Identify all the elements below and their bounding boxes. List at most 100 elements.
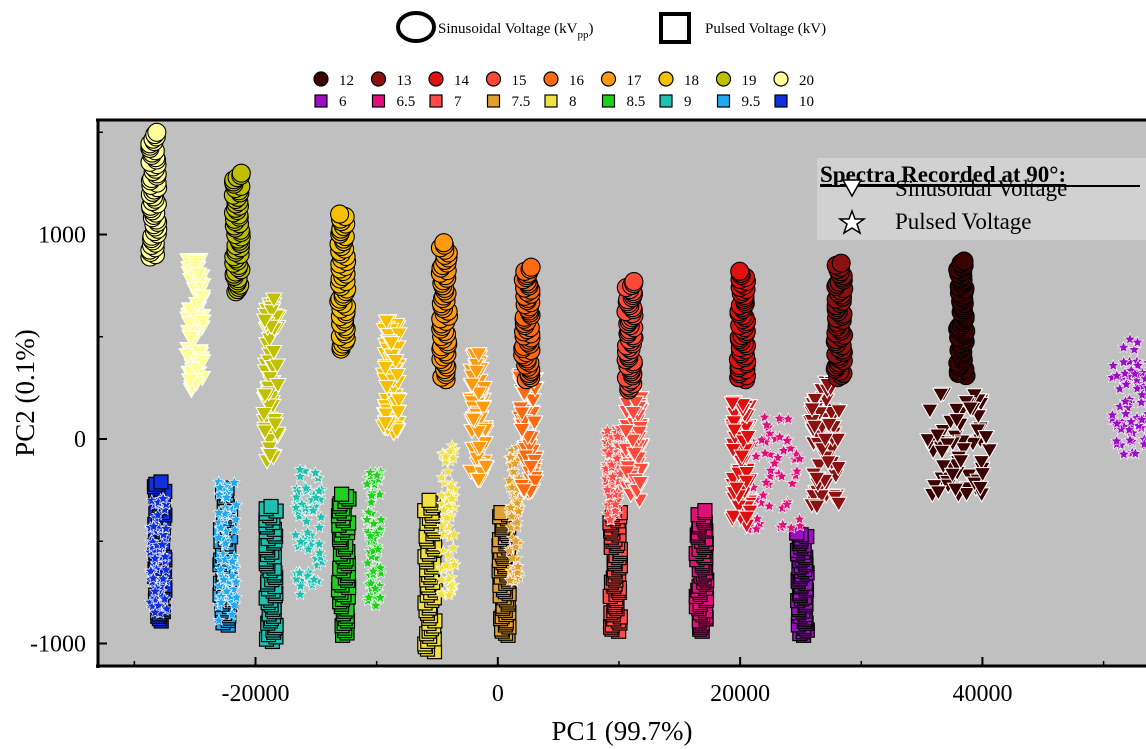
star-point	[442, 572, 456, 585]
circle-point	[147, 122, 167, 142]
star-point	[441, 548, 455, 561]
triangle-point	[954, 442, 973, 458]
color-legend: 12 13 14 15 16 17 18 19 20 6 6.5 7 7.5 8 8.5 9 9.5 10	[313, 71, 814, 110]
legend-label-12: 12	[339, 73, 354, 89]
square-point	[697, 502, 713, 519]
star-point	[1117, 355, 1131, 368]
star-point	[1123, 433, 1137, 446]
triangle-point	[181, 330, 200, 347]
triangle-point	[515, 483, 533, 499]
star-point	[600, 483, 614, 496]
star-point	[758, 446, 772, 459]
star-point	[292, 509, 306, 522]
triangle-point	[972, 455, 991, 471]
triangle-point	[928, 428, 947, 445]
triangle-point	[388, 367, 407, 384]
legend-label-20: 20	[799, 73, 814, 89]
sinusoidal-series-17	[430, 233, 495, 489]
star-point	[369, 599, 383, 612]
inset-legend-title: Spectra Recorded at 90°:	[820, 162, 1066, 187]
star-point	[605, 458, 619, 471]
star-point	[158, 592, 172, 605]
star-point	[213, 579, 227, 592]
legend-square-8.5	[601, 94, 616, 108]
star-point	[294, 579, 308, 592]
star-point	[510, 515, 524, 528]
triangle-point	[929, 485, 948, 501]
triangle-point	[828, 432, 847, 449]
square-point	[334, 486, 350, 502]
star-point	[435, 519, 449, 532]
triangle-point	[624, 405, 643, 422]
triangle-point	[737, 466, 756, 482]
triangle-point	[739, 429, 757, 446]
star-point	[773, 430, 787, 443]
triangle-point	[819, 455, 837, 471]
star-point	[1135, 413, 1146, 426]
star-point	[300, 514, 314, 527]
star-icon	[837, 208, 867, 235]
legend-square-6	[314, 94, 328, 108]
star-point	[755, 433, 769, 446]
star-point	[159, 563, 173, 576]
triangle-point	[193, 354, 212, 370]
star-point	[148, 584, 162, 598]
triangle-point	[931, 387, 950, 404]
triangle-point	[805, 419, 824, 436]
star-point	[360, 477, 374, 490]
star-point	[785, 476, 799, 490]
star-point	[784, 441, 798, 454]
triangle-point	[376, 416, 395, 432]
star-point	[602, 447, 616, 460]
triangle-point	[268, 358, 287, 374]
legend-label-17: 17	[627, 73, 643, 89]
star-point	[1114, 422, 1128, 435]
star-point	[768, 456, 782, 469]
star-point	[442, 500, 456, 513]
legend-label-6-5: 6.5	[397, 94, 416, 110]
triangle-point	[734, 398, 752, 414]
legend-label-19: 19	[742, 73, 757, 89]
triangle-point	[264, 345, 283, 361]
star-point	[442, 588, 456, 601]
y-tick-label: 0	[74, 427, 86, 453]
star-point	[289, 572, 303, 585]
star-point	[762, 499, 776, 512]
star-point	[146, 571, 160, 584]
star-point	[1119, 377, 1133, 390]
legend-circle-14	[428, 71, 444, 87]
legend-label-7: 7	[454, 94, 462, 110]
sinusoidal-series-13	[801, 253, 854, 516]
circle-point	[831, 253, 851, 273]
inset-legend-background	[817, 158, 1146, 240]
circle-point	[434, 233, 454, 253]
legend-label-13: 13	[397, 73, 412, 89]
triangle-point	[188, 296, 206, 313]
star-point	[212, 531, 226, 544]
star-point	[775, 469, 789, 482]
legend-label-9-5: 9.5	[742, 94, 761, 110]
triangle-point	[467, 364, 486, 381]
circle-point	[521, 257, 541, 277]
triangle-point	[829, 461, 848, 477]
sinusoidal-series-19	[223, 163, 288, 470]
triangle-point	[470, 440, 489, 457]
circle-point	[954, 251, 974, 271]
star-point	[611, 429, 624, 443]
legend-square-6.5	[371, 94, 386, 108]
x-tick-label: 20000	[710, 681, 770, 707]
star-point	[509, 534, 523, 547]
triangle-point	[474, 400, 493, 417]
star-point	[158, 550, 172, 563]
triangle-point	[376, 360, 395, 377]
star-point	[447, 527, 461, 541]
triangle-point	[186, 256, 205, 273]
star-point	[306, 503, 320, 517]
triangle-point	[623, 433, 642, 450]
triangle-point	[957, 486, 976, 503]
triangle-point	[725, 423, 744, 440]
legend-label-7-5: 7.5	[512, 94, 531, 110]
shape-legend: Sinusoidal Voltage (kVpp) Pulsed Voltage…	[396, 11, 826, 44]
triangle-point	[469, 386, 488, 402]
legend-label-9: 9	[684, 94, 692, 110]
